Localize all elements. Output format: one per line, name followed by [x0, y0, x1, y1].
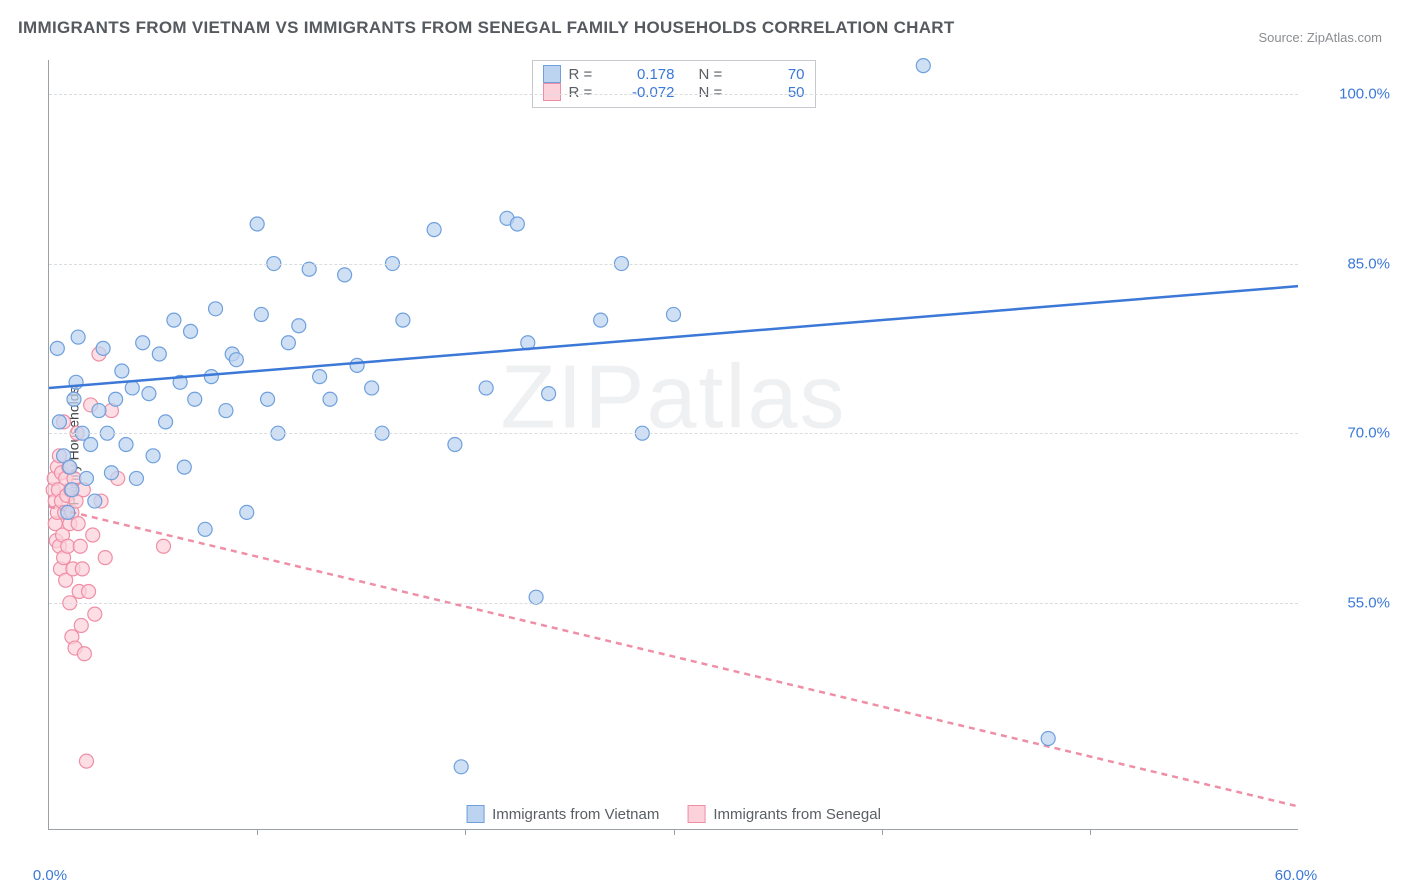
- data-point: [115, 364, 129, 378]
- y-tick-label: 70.0%: [1347, 425, 1390, 442]
- data-point: [79, 754, 93, 768]
- data-point: [156, 539, 170, 553]
- data-point: [92, 404, 106, 418]
- y-tick-label: 85.0%: [1347, 255, 1390, 272]
- data-point: [125, 381, 139, 395]
- data-point: [198, 522, 212, 536]
- gridline: [49, 603, 1298, 604]
- data-point: [88, 607, 102, 621]
- data-point: [396, 313, 410, 327]
- data-point: [542, 387, 556, 401]
- data-point: [916, 59, 930, 73]
- trend-line: [49, 286, 1298, 388]
- data-point: [109, 392, 123, 406]
- data-point: [261, 392, 275, 406]
- data-point: [129, 471, 143, 485]
- data-point: [159, 415, 173, 429]
- data-point: [209, 302, 223, 316]
- data-point: [250, 217, 264, 231]
- gridline: [49, 433, 1298, 434]
- data-point: [338, 268, 352, 282]
- data-point: [350, 358, 364, 372]
- data-point: [88, 494, 102, 508]
- data-point: [74, 618, 88, 632]
- data-point: [152, 347, 166, 361]
- scatter-svg: [49, 60, 1298, 829]
- data-point: [292, 319, 306, 333]
- legend-label-senegal: Immigrants from Senegal: [713, 806, 881, 823]
- trend-line: [49, 507, 1298, 807]
- gridline: [49, 94, 1298, 95]
- data-point: [510, 217, 524, 231]
- y-tick-label: 100.0%: [1339, 85, 1390, 102]
- source-attribution: Source: ZipAtlas.com: [1258, 30, 1382, 45]
- data-point: [254, 307, 268, 321]
- data-point: [119, 438, 133, 452]
- data-point: [73, 539, 87, 553]
- legend-item-vietnam: Immigrants from Vietnam: [466, 805, 659, 823]
- data-point: [188, 392, 202, 406]
- data-point: [86, 528, 100, 542]
- data-point: [229, 353, 243, 367]
- data-point: [323, 392, 337, 406]
- data-point: [240, 505, 254, 519]
- data-point: [67, 392, 81, 406]
- data-point: [52, 415, 66, 429]
- data-point: [365, 381, 379, 395]
- gridline: [49, 264, 1298, 265]
- chart-title: IMMIGRANTS FROM VIETNAM VS IMMIGRANTS FR…: [18, 18, 955, 38]
- data-point: [1041, 732, 1055, 746]
- data-point: [50, 341, 64, 355]
- plot-area: ZIPatlas R = 0.178 N = 70 R = -0.072 N =…: [48, 60, 1298, 830]
- data-point: [96, 341, 110, 355]
- data-point: [61, 505, 75, 519]
- data-point: [667, 307, 681, 321]
- x-tick: [674, 829, 675, 835]
- legend-item-senegal: Immigrants from Senegal: [687, 805, 881, 823]
- data-point: [454, 760, 468, 774]
- data-point: [219, 404, 233, 418]
- x-tick: [1090, 829, 1091, 835]
- data-point: [479, 381, 493, 395]
- data-point: [204, 370, 218, 384]
- data-point: [427, 223, 441, 237]
- legend-series-box: Immigrants from Vietnam Immigrants from …: [460, 805, 887, 823]
- data-point: [167, 313, 181, 327]
- y-tick-label: 55.0%: [1347, 594, 1390, 611]
- data-point: [146, 449, 160, 463]
- legend-label-vietnam: Immigrants from Vietnam: [492, 806, 659, 823]
- data-point: [98, 551, 112, 565]
- data-point: [84, 438, 98, 452]
- data-point: [448, 438, 462, 452]
- data-point: [75, 562, 89, 576]
- data-point: [104, 466, 118, 480]
- x-tick: [257, 829, 258, 835]
- data-point: [177, 460, 191, 474]
- data-point: [71, 330, 85, 344]
- data-point: [136, 336, 150, 350]
- data-point: [184, 324, 198, 338]
- x-tick: [465, 829, 466, 835]
- data-point: [65, 483, 79, 497]
- data-point: [142, 387, 156, 401]
- swatch-vietnam: [466, 805, 484, 823]
- data-point: [594, 313, 608, 327]
- data-point: [63, 460, 77, 474]
- data-point: [77, 647, 91, 661]
- swatch-senegal: [687, 805, 705, 823]
- data-point: [79, 471, 93, 485]
- x-tick-label-min: 0.0%: [33, 867, 67, 884]
- data-point: [82, 585, 96, 599]
- data-point: [313, 370, 327, 384]
- data-point: [71, 517, 85, 531]
- data-point: [281, 336, 295, 350]
- x-tick-label-max: 60.0%: [1275, 867, 1318, 884]
- x-tick: [882, 829, 883, 835]
